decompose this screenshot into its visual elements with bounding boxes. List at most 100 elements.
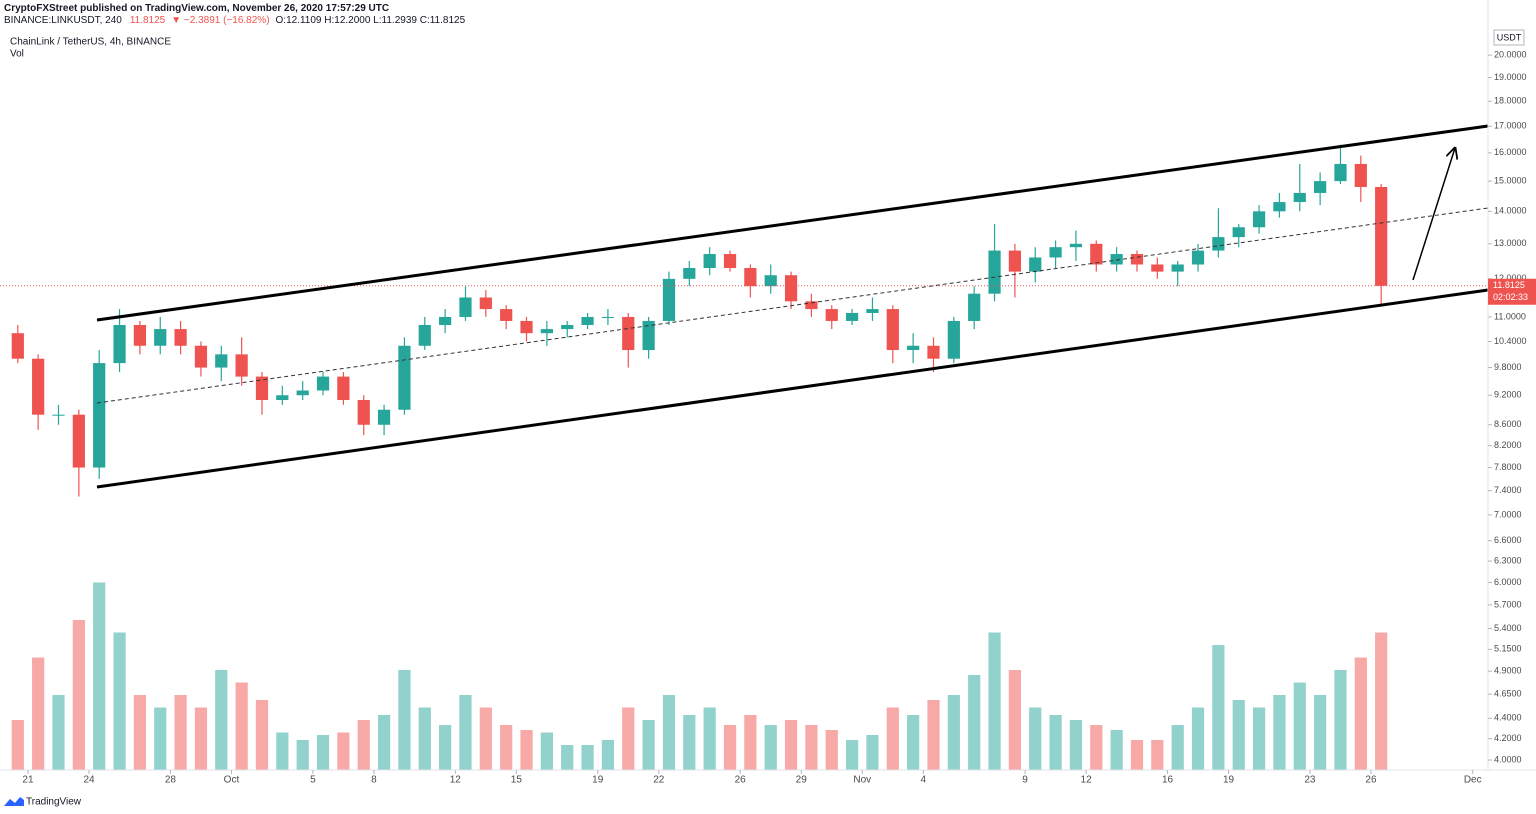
symbol: BINANCE:LINKUSDT, 240 (4, 15, 122, 26)
x-tick-label: 29 (796, 775, 808, 786)
candle-body (337, 376, 350, 401)
volume-bar (11, 720, 24, 770)
candle-body (113, 324, 126, 364)
y-tick-label: 18.0000 (1494, 96, 1527, 106)
publish-line: CryptoFXStreet published on TradingView.… (4, 3, 389, 14)
candle-body (540, 329, 553, 334)
countdown: 02:02:33 (1493, 292, 1528, 302)
volume-bar (968, 675, 981, 770)
volume-bar (1191, 707, 1205, 770)
x-tick-label: 8 (371, 775, 377, 786)
volume-bar (1273, 695, 1286, 770)
volume-label: Vol (10, 49, 24, 60)
volume-bar (32, 657, 45, 770)
x-tick-label: Nov (853, 775, 871, 786)
x-tick-label: 23 (1304, 775, 1316, 786)
y-tick-label: 4.0000 (1494, 754, 1522, 764)
candle-body (194, 345, 208, 368)
volume-bar (255, 700, 269, 770)
arrow (1412, 148, 1455, 281)
volume-bar (866, 735, 879, 770)
y-tick-label: 10.4000 (1494, 336, 1527, 346)
candle-body (357, 400, 370, 425)
y-tick-label: 11.0000 (1494, 311, 1526, 321)
candle-body (235, 354, 248, 377)
candle-body (927, 345, 940, 359)
volume-bar (113, 632, 126, 770)
candle-body (784, 275, 798, 302)
x-tick-label: 22 (653, 775, 665, 786)
volume-bar (418, 707, 431, 770)
volume-bar (744, 715, 757, 770)
volume-bar (398, 670, 411, 770)
x-tick-label: 21 (22, 775, 34, 786)
volume-bar (1232, 700, 1245, 770)
y-tick-label: 20.0000 (1494, 49, 1527, 59)
candle-body (744, 268, 757, 287)
volume-bar (927, 700, 940, 770)
volume-bar (357, 720, 370, 770)
volume-bar (377, 715, 391, 770)
volume-bar (194, 707, 208, 770)
candle-body (988, 250, 1001, 294)
volume-bar (622, 707, 635, 770)
currency: USDT (1497, 32, 1522, 42)
candle-body (316, 376, 330, 391)
volume-bar (215, 670, 228, 770)
candle-body (255, 376, 269, 401)
x-tick-label: 5 (310, 775, 316, 786)
y-tick-label: 16.0000 (1494, 147, 1527, 157)
brand: TradingView (26, 797, 82, 808)
y-tick-label: 6.3000 (1494, 555, 1522, 565)
y-tick-label: 14.0000 (1494, 206, 1527, 216)
y-tick-label: 7.8000 (1494, 462, 1522, 472)
volume-bar (1375, 632, 1388, 770)
last-price-tag (1488, 278, 1536, 305)
candle-body (439, 316, 452, 325)
candle-body (825, 309, 838, 321)
candle-body (377, 409, 391, 425)
volume-bar (154, 707, 167, 770)
candle-body (1110, 254, 1123, 265)
currency-box (1493, 29, 1525, 46)
candle-body (1151, 264, 1164, 272)
axes: 21 24 28 Oct 5 8 12 15 19 22 26 29 Nov 4 9 12 16 19 23 26 De… (22, 49, 1536, 786)
candle-body (581, 316, 594, 325)
volume-bar (316, 735, 330, 770)
x-tick-label: 26 (1365, 775, 1377, 786)
y-tick-label: 15.0000 (1494, 175, 1527, 185)
volume-bar (439, 725, 452, 770)
volume-bar (133, 695, 147, 770)
candle-body (947, 320, 960, 359)
volume-bar (1151, 740, 1164, 770)
y-tick-label: 6.0000 (1494, 577, 1522, 587)
candle-body (276, 395, 289, 401)
x-tick-label: 4 (921, 775, 927, 786)
y-tick-label: 7.0000 (1494, 509, 1522, 519)
candle-body (479, 297, 492, 310)
channel-upper (96, 124, 1489, 322)
candle-body (1171, 264, 1184, 272)
volume-bar (337, 732, 350, 770)
candle-body (520, 320, 533, 334)
volume-bar (235, 682, 248, 770)
candle-body (1049, 247, 1062, 258)
y-tick-label: 17.0000 (1494, 121, 1527, 131)
volume-bar (1354, 657, 1367, 770)
candle-body (154, 329, 167, 346)
candle-body (1130, 254, 1144, 265)
candle-body (764, 275, 777, 287)
x-tick-label: Oct (224, 775, 240, 786)
candle-body (561, 324, 574, 330)
candle-body (32, 358, 45, 415)
x-tick-label: 16 (1162, 775, 1174, 786)
candle-body (1069, 243, 1083, 248)
candle-body (398, 345, 411, 410)
volume-bar (1090, 725, 1103, 770)
volume-bar (703, 707, 716, 770)
channel-mid (96, 207, 1489, 404)
chart-title: ChainLink / TetherUS, 4h, BINANCE (10, 37, 171, 48)
candle-body (1273, 202, 1286, 212)
y-tick-label: 8.2000 (1494, 440, 1522, 450)
y-tick-label: 7.4000 (1494, 485, 1522, 495)
